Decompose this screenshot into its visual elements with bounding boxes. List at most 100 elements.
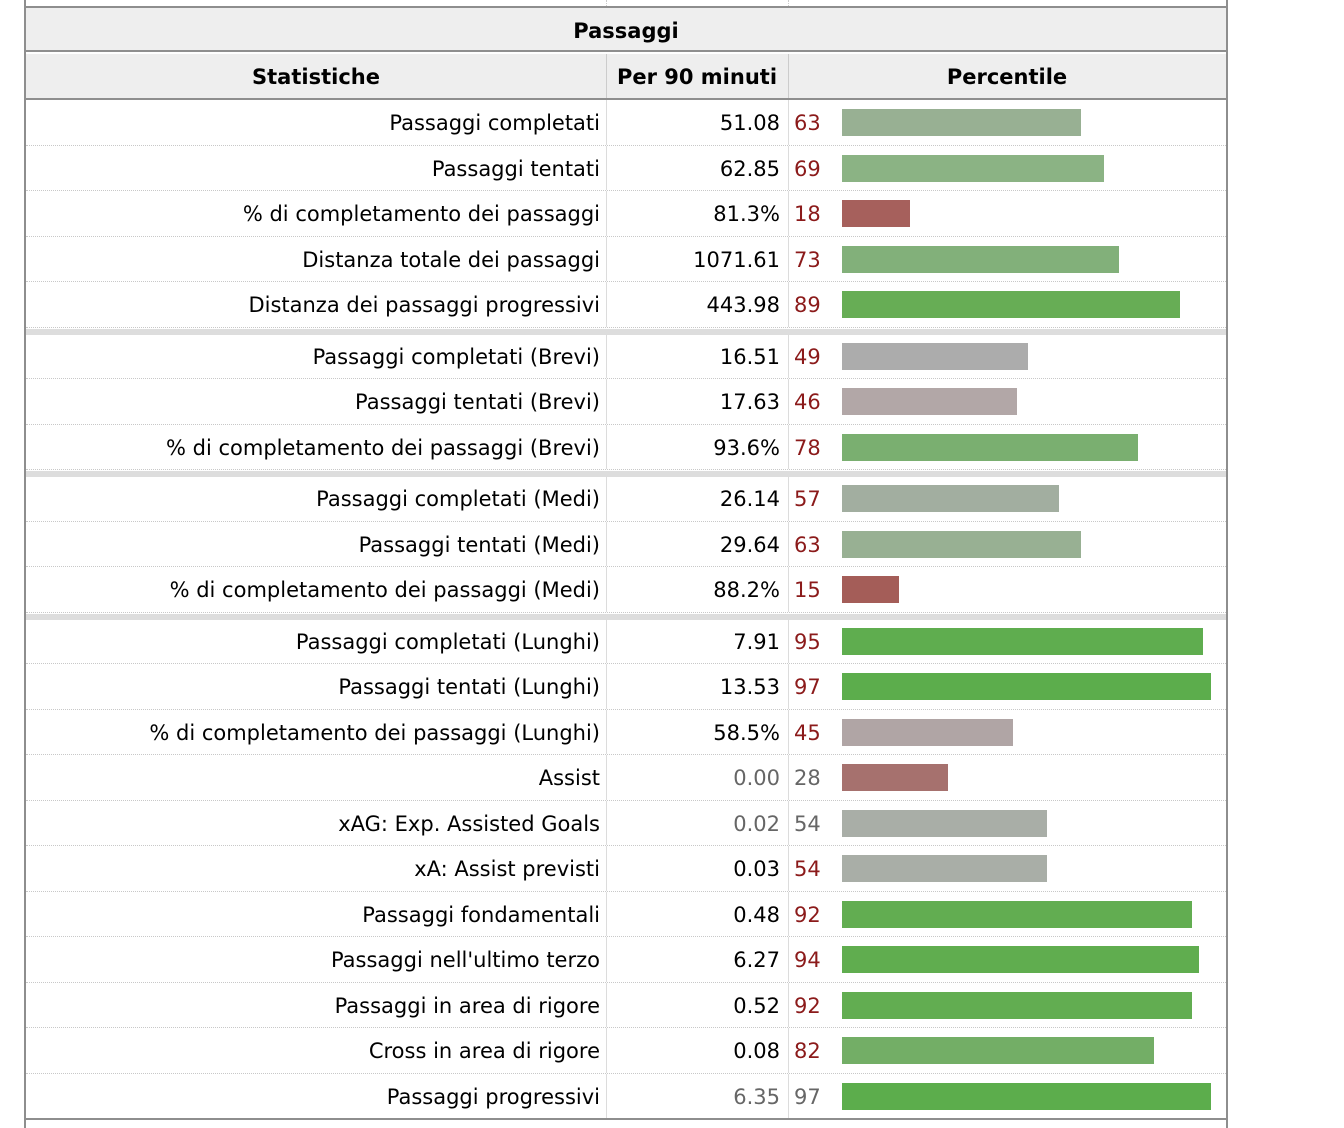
per90-value: 7.91 <box>733 629 780 654</box>
percentile-bar <box>842 433 1138 461</box>
cell-divider <box>788 476 789 521</box>
table-row: Passaggi in area di rigore 0.52 92 <box>26 982 1226 1028</box>
stat-label[interactable]: Passaggi nell'ultimo terzo <box>330 948 600 972</box>
cell-divider <box>788 664 789 709</box>
percentile-bar <box>842 627 1203 655</box>
cell-divider <box>606 379 607 424</box>
header-statistiche[interactable]: Statistiche <box>26 54 607 98</box>
per90-value: 0.00 <box>733 766 780 790</box>
percentile-value: 46 <box>794 390 821 414</box>
percentile-bar <box>842 1037 1154 1064</box>
cell-divider <box>606 937 607 982</box>
per90-value: 0.52 <box>733 993 780 1018</box>
percentile-bar <box>842 154 1104 182</box>
header-per-90[interactable]: Per 90 minuti <box>606 54 789 98</box>
cell-divider <box>606 618 607 663</box>
table-row: Passaggi fondamentali 0.48 92 <box>26 891 1226 937</box>
group-separator <box>26 471 1226 477</box>
stat-label[interactable]: Distanza totale dei passaggi <box>302 247 600 272</box>
table-row: Passaggi tentati 62.85 69 <box>26 145 1226 191</box>
cell-divider <box>606 424 607 469</box>
percentile-bar <box>842 109 1081 136</box>
table-row: Passaggi nell'ultimo terzo 6.27 94 <box>26 937 1226 983</box>
percentile-bar <box>842 900 1192 928</box>
cell-divider <box>788 846 789 891</box>
stat-label[interactable]: % di completamento dei passaggi <box>242 202 600 226</box>
cell-divider <box>788 1028 789 1073</box>
passaggi-table: Passaggi Statistiche Per 90 minuti Perce… <box>24 0 1228 1128</box>
percentile-bar <box>842 388 1017 415</box>
table-row: xA: Assist previsti 0.03 54 <box>26 846 1226 892</box>
percentile-bar <box>842 991 1192 1019</box>
cell-divider <box>788 236 789 281</box>
percentile-value: 63 <box>794 532 821 557</box>
cell-divider <box>606 191 607 236</box>
percentile-value: 95 <box>794 629 821 654</box>
table-row: % di completamento dei passaggi (Lunghi)… <box>26 709 1226 755</box>
percentile-value: 49 <box>794 344 821 369</box>
col-divider <box>606 0 607 6</box>
header-percentile[interactable]: Percentile <box>946 65 1068 89</box>
stat-label[interactable]: Passaggi tentati (Lunghi) <box>338 675 600 699</box>
stat-label[interactable]: Passaggi completati (Lunghi) <box>295 629 600 654</box>
stat-label[interactable]: Passaggi completati (Brevi) <box>312 344 600 369</box>
table-row: Cross in area di rigore 0.08 82 <box>26 1028 1226 1074</box>
percentile-bar <box>842 718 1013 746</box>
percentile-bar <box>842 576 899 603</box>
table-row: Distanza dei passaggi progressivi 443.98 8… <box>26 282 1226 328</box>
percentile-value: 92 <box>794 902 821 927</box>
stat-label[interactable]: Passaggi fondamentali <box>362 902 600 927</box>
percentile-bar <box>842 809 1047 837</box>
table-row: Passaggi tentati (Brevi) 17.63 46 <box>26 379 1226 425</box>
stat-label[interactable]: Passaggi in area di rigore <box>334 993 600 1018</box>
percentile-value: 45 <box>794 720 821 745</box>
cell-divider <box>606 100 607 145</box>
stat-label[interactable]: Distanza dei passaggi progressivi <box>248 293 600 317</box>
cell-divider <box>606 982 607 1027</box>
cell-divider <box>788 145 789 190</box>
stat-label[interactable]: Passaggi tentati <box>431 156 600 181</box>
stat-label[interactable]: % di completamento dei passaggi (Brevi) <box>166 435 600 460</box>
cell-divider <box>606 1028 607 1073</box>
cell-divider <box>606 800 607 845</box>
cell-divider <box>788 982 789 1027</box>
stat-label[interactable]: xA: Assist previsti <box>414 857 600 881</box>
per90-value: 0.48 <box>733 902 780 927</box>
per90-value: 1071.61 <box>693 247 780 272</box>
per90-value: 16.51 <box>719 344 780 369</box>
cell-divider <box>606 145 607 190</box>
per90-value: 0.08 <box>733 1039 780 1063</box>
table-row: Passaggi completati 51.08 63 <box>26 100 1226 146</box>
percentile-bar <box>842 291 1180 318</box>
stat-label[interactable]: Passaggi tentati (Medi) <box>358 532 600 557</box>
stat-label[interactable]: Passaggi progressivi <box>386 1084 600 1109</box>
stat-label[interactable]: % di completamento dei passaggi (Medi) <box>169 578 600 602</box>
cell-divider <box>788 709 789 754</box>
per90-value: 58.5% <box>713 720 780 745</box>
group-separator <box>26 613 1226 620</box>
cell-divider <box>788 800 789 845</box>
percentile-value: 15 <box>794 578 821 602</box>
stat-label[interactable]: Passaggi completati (Medi) <box>316 487 600 511</box>
stat-label[interactable]: Passaggi tentati (Brevi) <box>355 390 600 414</box>
percentile-value: 28 <box>794 766 821 790</box>
cell-divider <box>788 333 789 378</box>
cell-divider <box>788 755 789 800</box>
stat-label[interactable]: Cross in area di rigore <box>368 1039 600 1063</box>
stat-label[interactable]: Assist <box>538 766 600 790</box>
per90-value: 93.6% <box>713 435 780 460</box>
cell-divider <box>606 1073 607 1118</box>
percentile-bar <box>842 200 910 227</box>
percentile-value: 69 <box>794 156 821 181</box>
stat-label[interactable]: % di completamento dei passaggi (Lunghi) <box>149 720 600 745</box>
stat-label[interactable]: Passaggi completati <box>389 111 600 135</box>
cell-divider <box>606 709 607 754</box>
per90-value: 81.3% <box>713 202 780 226</box>
table-row: % di completamento dei passaggi 81.3% 18 <box>26 191 1226 237</box>
cell-divider <box>606 236 607 281</box>
table-header: Statistiche Per 90 minuti Percentile <box>26 54 1226 100</box>
percentile-value: 57 <box>794 487 821 511</box>
percentile-bar <box>842 245 1119 273</box>
stat-label[interactable]: xAG: Exp. Assisted Goals <box>338 811 600 836</box>
table-row: Passaggi completati (Brevi) 16.51 49 <box>26 333 1226 379</box>
